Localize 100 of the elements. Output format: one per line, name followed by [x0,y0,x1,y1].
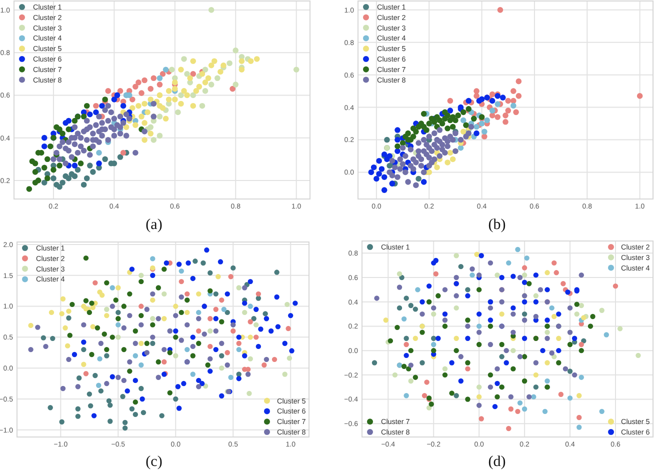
point [426,405,432,410]
point [402,153,408,159]
point [86,391,92,397]
point [497,7,504,13]
point [488,324,494,329]
point [454,274,459,280]
point [522,318,528,323]
point [474,252,480,257]
point [60,296,66,302]
point [83,371,89,376]
point [578,302,584,308]
point [150,100,157,107]
point [129,406,135,412]
point [268,328,274,334]
point [35,324,40,330]
point [123,111,130,118]
point [224,362,230,368]
point [200,260,206,266]
point [567,342,573,348]
point [168,66,175,73]
point [80,148,87,154]
point [434,136,440,143]
point [156,132,163,139]
point [224,291,230,297]
point [515,246,520,252]
point [208,82,214,88]
point [111,96,118,102]
point [394,324,400,330]
point [476,394,482,400]
point [93,109,99,116]
point [454,293,459,298]
point [465,324,470,329]
point [526,394,532,400]
point [41,180,48,186]
point [156,359,161,365]
point [219,393,224,398]
point [219,353,224,358]
point [219,340,224,346]
point [120,394,126,400]
point [556,336,562,341]
point [110,374,116,380]
point [230,265,236,271]
point [388,338,394,344]
point [50,156,56,162]
point [447,98,454,104]
point [236,376,242,382]
point [92,280,98,286]
point [506,260,512,266]
point [540,348,546,354]
point [138,278,144,284]
point [72,118,78,124]
point [196,378,202,384]
point [434,144,440,151]
point [114,92,120,98]
point [478,96,485,102]
point [374,176,380,182]
point [254,322,259,328]
point [192,258,198,264]
point [138,272,144,278]
point [439,146,446,152]
point [552,314,557,320]
point [48,310,54,316]
point [150,298,156,303]
point [489,108,496,114]
point [75,384,81,390]
point [465,293,470,298]
point [208,368,213,374]
point [408,302,414,308]
point [127,291,132,297]
point [196,84,202,90]
point [124,388,130,394]
point [454,253,459,258]
point [565,290,570,295]
point [465,396,470,402]
point [94,325,100,331]
point [156,92,163,98]
point [533,272,539,278]
point [28,322,34,328]
point [208,62,214,68]
point [110,304,116,309]
point [510,305,516,311]
point [116,374,121,380]
point [262,362,267,368]
point [102,331,107,337]
point [62,160,69,166]
point [544,330,550,335]
point [178,100,184,107]
point [376,158,382,164]
point [254,334,259,340]
point [405,179,411,185]
point [208,7,214,13]
point [499,311,504,317]
point [522,265,528,270]
point [48,405,53,410]
point [599,308,604,313]
point [286,326,291,332]
point [508,394,514,400]
point [86,310,92,316]
point [208,270,213,276]
point [502,119,508,125]
